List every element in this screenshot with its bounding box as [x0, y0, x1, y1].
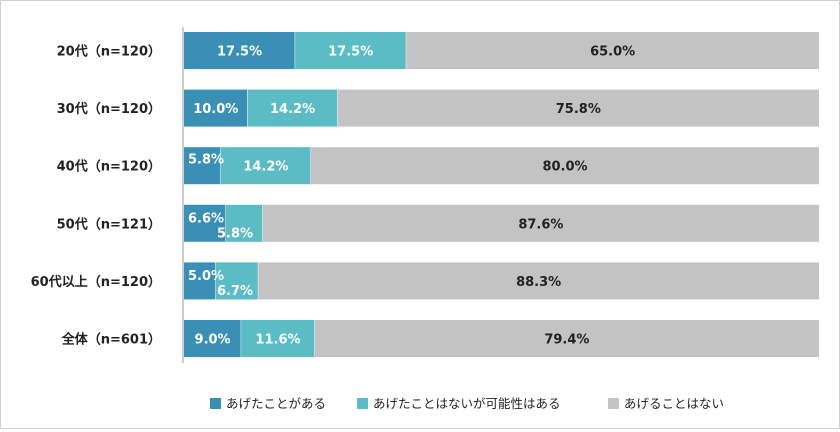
bar-segment [241, 320, 315, 357]
legend-swatch [357, 398, 368, 409]
bar-segment [311, 147, 819, 185]
category-label: 40代（n=120） [57, 159, 161, 175]
bar-segment [184, 89, 248, 127]
bar-row: 9.0% 11.6% 79.4% [184, 320, 819, 357]
legend-item: あげたことはないが可能性はある [357, 396, 561, 411]
data-label: 14.2% [243, 160, 288, 175]
bar-segment [184, 147, 221, 185]
bar-segment [184, 262, 216, 300]
data-label: 75.8% [556, 102, 601, 117]
legend-label: あげることはない [624, 396, 724, 411]
data-label: 10.0% [193, 102, 238, 117]
bar-segment [215, 262, 259, 300]
data-label: 14.2% [270, 102, 315, 117]
legend-swatch [608, 398, 619, 409]
bar-segment [184, 320, 242, 357]
data-label: 80.0% [542, 160, 587, 175]
bar-segment [184, 204, 226, 242]
bar-segment [184, 32, 296, 69]
data-label: 87.6% [518, 217, 563, 232]
bar-segment [314, 320, 819, 357]
category-label: 30代（n=120） [57, 101, 161, 117]
bar-row: 17.5% 17.5% 65.0% [184, 32, 819, 69]
bar-segment [258, 262, 820, 300]
data-label: 9.0% [195, 333, 231, 348]
bar-row: 5.8% 14.2% 80.0% [184, 147, 819, 185]
bar-row: 6.6%5.8% 87.6% [184, 204, 819, 242]
data-label: 17.5% [328, 45, 373, 60]
data-label: 65.0% [590, 45, 635, 60]
legend-item: あげることはない [608, 396, 724, 411]
bar-segment [406, 32, 819, 69]
legend-swatch [210, 398, 221, 409]
bar-segment [295, 32, 407, 69]
data-label: 17.5% [217, 45, 262, 60]
bar-row: 10.0% 14.2% 75.8% [184, 89, 819, 127]
data-label: 6.7% [217, 284, 253, 299]
legend-label: あげたことはないが可能性はある [373, 396, 561, 411]
category-label: 50代（n=121） [57, 216, 161, 232]
legend-item: あげたことがある [210, 396, 326, 411]
bar-segment [220, 147, 311, 185]
bar-segment [337, 89, 819, 127]
category-label: 60代以上（n=120） [31, 274, 161, 290]
data-label: 11.6% [255, 333, 300, 348]
category-label: 20代（n=120） [57, 44, 161, 60]
bar-segment [262, 204, 819, 242]
data-label: 5.0% [188, 269, 224, 284]
bar-segment [247, 89, 338, 127]
bar-segment [225, 204, 263, 242]
bar-row: 5.0%6.7% 88.3% [184, 262, 820, 300]
category-label: 全体（n=601） [61, 332, 161, 348]
data-label: 5.8% [217, 226, 253, 241]
data-label: 5.8% [188, 153, 224, 168]
legend-label: あげたことがある [226, 396, 326, 411]
data-label: 79.4% [544, 333, 589, 348]
data-label: 6.6% [188, 211, 224, 226]
data-label: 88.3% [516, 275, 561, 290]
